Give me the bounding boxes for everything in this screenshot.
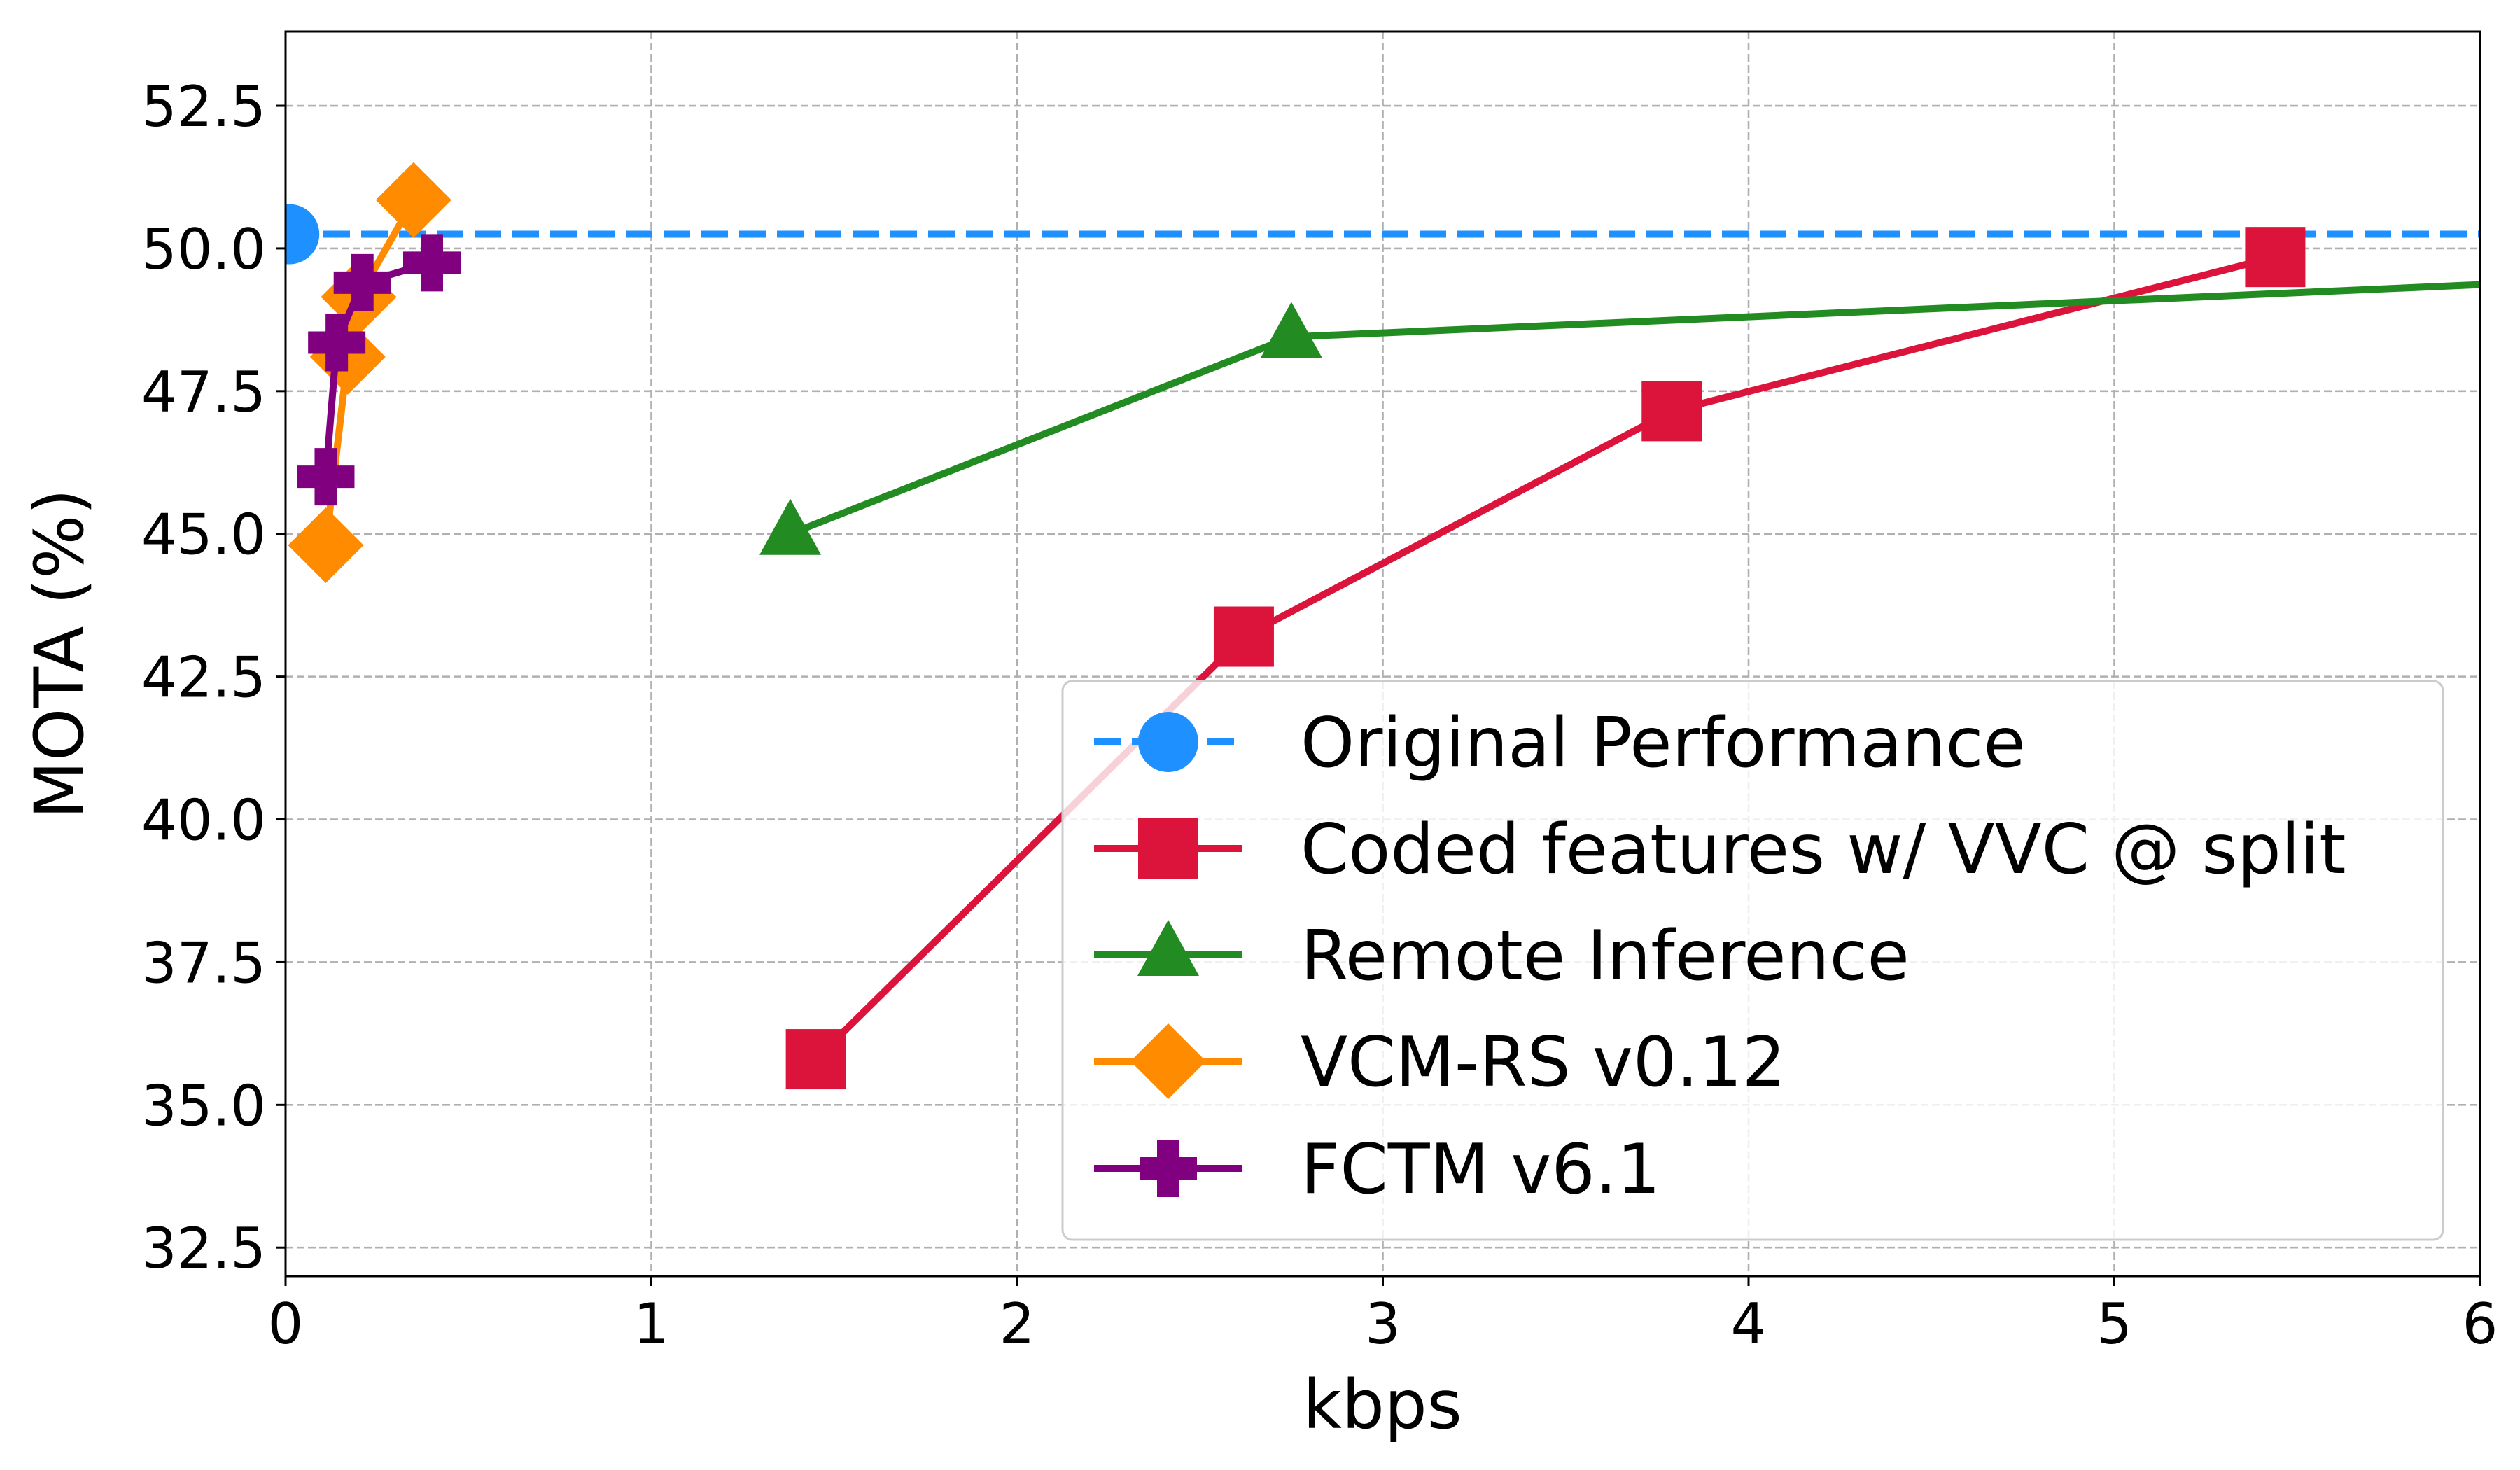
y-axis-title: MOTA (%) [20,489,99,819]
x-tick-label: 4 [1731,1292,1767,1357]
data-point [760,498,822,555]
data-point [288,507,364,584]
x-tick-label: 5 [2096,1292,2132,1357]
legend-label: Coded features w/ VVC @ split [1301,810,2346,890]
legend-entry: Original Performance [1094,704,2026,783]
data-point [403,234,461,292]
legend: Original Performance Coded features w/ VV… [1061,680,2444,1241]
legend-marker [1130,1023,1206,1099]
data-point [1642,381,1702,442]
y-tick-label: 32.5 [141,1216,266,1281]
x-tick-label: 3 [1365,1292,1401,1357]
y-tick-label: 47.5 [141,360,266,425]
data-point [1213,606,1274,667]
x-tick-label: 2 [1000,1292,1035,1357]
legend-label: VCM-RS v0.12 [1301,1023,1786,1102]
series-line [322,259,435,481]
y-tick-label: 50.0 [141,217,266,282]
y-tick-label: 52.5 [141,74,266,139]
y-tick-label: 42.5 [141,645,266,710]
legend-marker [1138,712,1198,772]
series-line [812,253,2279,1063]
legend-label: Original Performance [1301,704,2026,783]
legend-marker [1140,1140,1197,1197]
legend-entry: Coded features w/ VVC @ split [1094,810,2346,890]
data-point [308,314,366,372]
ticks: 0 1 2 3 4 5 6 32.5 35.0 37.5 40.0 42.5 45.0 47.5 50.0 5… [141,74,2498,1357]
data-point [785,1029,846,1090]
y-tick-label: 35.0 [141,1073,266,1138]
series-layer [286,162,2480,1090]
legend-entry: VCM-RS v0.12 [1094,1023,1786,1102]
legend-label: Remote Inference [1301,916,1910,996]
x-tick-label: 0 [268,1292,304,1357]
y-tick-label: 40.0 [141,788,266,853]
data-point [333,253,391,312]
legend-label: FCTM v6.1 [1301,1130,1660,1210]
legend-marker [1138,818,1198,878]
data-point [2245,227,2306,288]
y-tick-label: 45.0 [141,503,266,568]
y-tick-label: 37.5 [141,930,266,995]
legend-frame [1061,680,2444,1241]
data-point [297,448,355,506]
x-tick-label: 1 [634,1292,669,1357]
x-axis-title: kbps [1303,1366,1462,1444]
legend-entry: FCTM v6.1 [1094,1130,1660,1210]
data-point [1260,302,1322,358]
series-fctm-v6-1 [297,234,461,506]
series-original-performance [286,204,2480,265]
legend-marker [1138,920,1199,976]
x-tick-label: 6 [2463,1292,2498,1357]
data-point [286,204,320,265]
legend-entry: Remote Inference [1094,916,1910,996]
series-coded-features-w-vvc-split [785,227,2306,1090]
series-remote-inference [760,281,2480,555]
data-point [375,162,451,238]
